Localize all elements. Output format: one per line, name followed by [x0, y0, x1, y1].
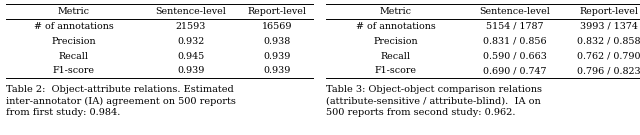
Text: 0.938: 0.938 [263, 37, 291, 46]
Text: 0.831 / 0.856: 0.831 / 0.856 [483, 37, 547, 46]
Text: 3993 / 1374: 3993 / 1374 [580, 22, 637, 31]
Text: 0.932: 0.932 [177, 37, 204, 46]
Text: 0.939: 0.939 [263, 52, 291, 60]
Text: Sentence-level: Sentence-level [156, 7, 226, 16]
Text: Table 3: Object-object comparison relations
(attribute-sensitive / attribute-bli: Table 3: Object-object comparison relati… [326, 85, 543, 117]
Text: Sentence-level: Sentence-level [479, 7, 550, 16]
Text: Report-level: Report-level [247, 7, 306, 16]
Text: 0.690 / 0.747: 0.690 / 0.747 [483, 66, 547, 75]
Text: 5154 / 1787: 5154 / 1787 [486, 22, 543, 31]
Text: # of annotations: # of annotations [355, 22, 435, 31]
Text: Precision: Precision [52, 37, 96, 46]
Text: F1-score: F1-score [53, 66, 95, 75]
Text: 21593: 21593 [175, 22, 206, 31]
Text: Metric: Metric [380, 7, 412, 16]
Text: 0.832 / 0.858: 0.832 / 0.858 [577, 37, 640, 46]
Text: 0.796 / 0.823: 0.796 / 0.823 [577, 66, 640, 75]
Text: Recall: Recall [380, 52, 410, 60]
Text: # of annotations: # of annotations [34, 22, 114, 31]
Text: 16569: 16569 [262, 22, 292, 31]
Text: F1-score: F1-score [374, 66, 417, 75]
Text: Recall: Recall [59, 52, 89, 60]
Text: 0.945: 0.945 [177, 52, 204, 60]
Text: 0.939: 0.939 [263, 66, 291, 75]
Text: 0.939: 0.939 [177, 66, 204, 75]
Text: 0.590 / 0.663: 0.590 / 0.663 [483, 52, 547, 60]
Text: Report-level: Report-level [579, 7, 638, 16]
Text: Table 2:  Object-attribute relations. Estimated
inter-annotator (IA) agreement o: Table 2: Object-attribute relations. Est… [6, 85, 236, 117]
Text: Metric: Metric [58, 7, 90, 16]
Text: Precision: Precision [373, 37, 418, 46]
Text: 0.762 / 0.790: 0.762 / 0.790 [577, 52, 640, 60]
